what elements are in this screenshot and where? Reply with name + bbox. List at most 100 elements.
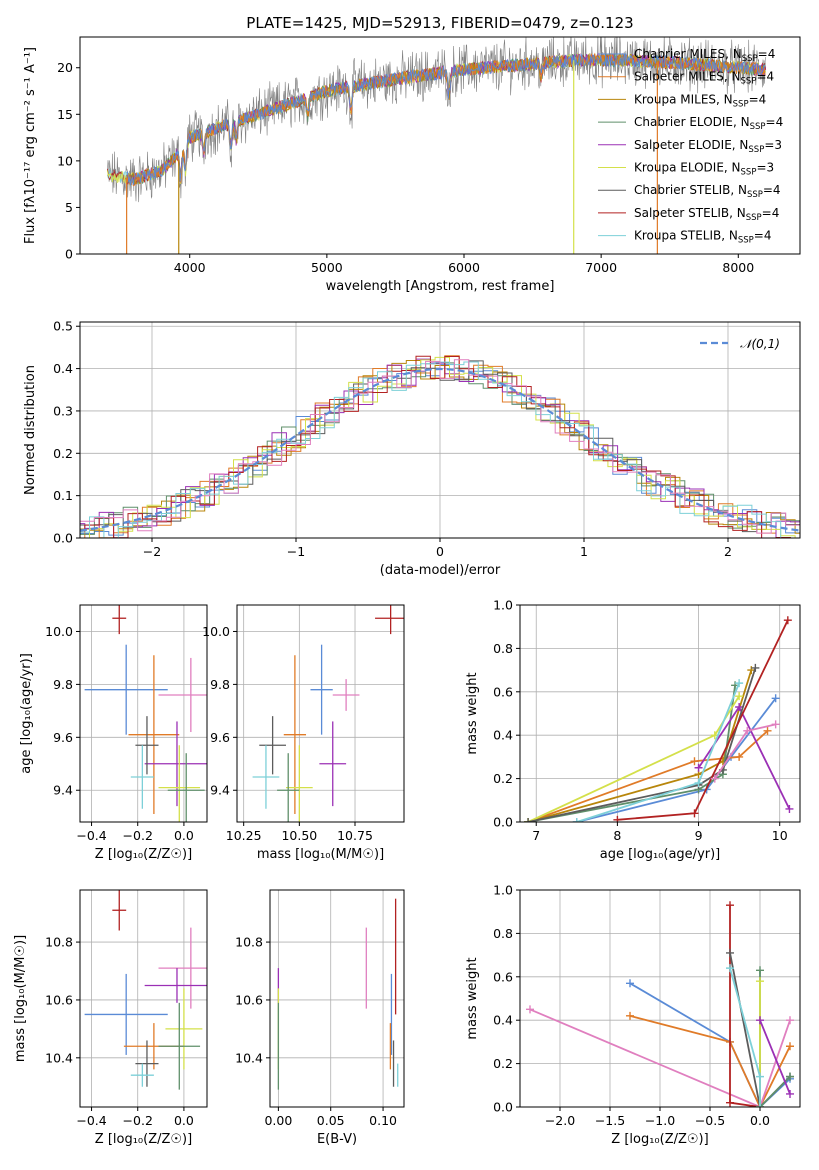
mass_vs_Z-frame xyxy=(79,889,208,1108)
weight-series xyxy=(726,901,764,1107)
y-tick-label: 10 xyxy=(57,153,73,168)
error-bar-point xyxy=(319,721,347,807)
weight-marker xyxy=(771,720,780,729)
mass_vs_Z-y-axis-label: mass [log₁₀(M/M☉)] xyxy=(13,935,28,1062)
weight-marker xyxy=(572,818,581,822)
y-tick-label: 0.0 xyxy=(493,815,513,830)
error-bar-point xyxy=(84,973,168,1055)
weight-marker xyxy=(524,818,533,822)
x-tick-label: 0.0 xyxy=(750,1113,770,1128)
weight-line xyxy=(629,1015,791,1107)
error-bar-point xyxy=(158,927,207,1009)
weight-line xyxy=(527,669,753,822)
weight-marker xyxy=(526,1005,534,1014)
x-tick-label: 0.05 xyxy=(317,1113,345,1128)
weight-marker xyxy=(626,1011,634,1020)
legend-entry: Salpeter STELIB, NSSP=4 xyxy=(634,206,779,223)
error-bar-point xyxy=(135,1040,159,1087)
spectrum-model-line xyxy=(126,53,766,186)
x-tick-label: 2 xyxy=(724,544,732,559)
x-tick-label: −0.5 xyxy=(695,1113,725,1128)
x-tick-label: −1.5 xyxy=(595,1113,625,1128)
y-tick-label: 9.4 xyxy=(210,783,230,798)
mass_vs_ebv-plot-area xyxy=(277,898,399,1090)
age_vs_mass-panel: 10.25 10.50 10.75 9.4 9.6 9.8 10.0 mass [log₁₀(… xyxy=(202,604,405,862)
x-tick-label: −2 xyxy=(143,544,161,559)
age_vs_mass-frame xyxy=(236,604,405,823)
weight-marker xyxy=(726,948,734,957)
weight-marker xyxy=(613,815,622,822)
weight_vs_age-frame xyxy=(519,604,801,823)
weight-marker xyxy=(756,1072,764,1081)
weight-marker xyxy=(735,679,744,688)
spectrum-plot-area xyxy=(107,37,767,254)
weight-marker xyxy=(771,694,780,703)
weight-marker xyxy=(756,966,764,975)
mass_vs_Z-x-axis-label: Z [log₁₀(Z/Z☉)] xyxy=(95,1132,192,1147)
weight-line xyxy=(527,667,757,822)
x-tick-label: 9 xyxy=(695,828,703,843)
residual-histogram xyxy=(80,359,800,538)
weight-marker xyxy=(756,977,764,986)
error-bar-point xyxy=(375,605,404,635)
error-bar-point xyxy=(112,605,127,635)
weight_vs_age-x-axis-label: age [log₁₀(age/yr)] xyxy=(600,847,721,862)
y-tick-label: 0.6 xyxy=(493,969,513,984)
weight-marker xyxy=(751,663,760,672)
legend-entry: Kroupa MILES, NSSP=4 xyxy=(634,92,766,109)
y-tick-label: 10.4 xyxy=(235,1050,263,1065)
age_vs_mass-plot-area xyxy=(252,605,404,822)
weight-line xyxy=(576,697,777,822)
normal-curve xyxy=(80,367,800,532)
weight-series xyxy=(710,720,780,783)
y-tick-label: 9.6 xyxy=(210,730,230,745)
y-tick-label: 10.0 xyxy=(202,624,230,639)
x-tick-label: 0.10 xyxy=(369,1113,397,1128)
x-tick-label: 8 xyxy=(613,828,621,843)
x-tick-label: 7 xyxy=(532,828,540,843)
weight_vs_Z-panel: −2.0 −1.5 −1.0 −0.5 0.0 0.0 0.2 0.4 0.6 0.8 1.0 Z [… xyxy=(465,883,801,1147)
error-bar-point xyxy=(158,745,201,822)
legend-entry: Chabrier STELIB, NSSP=4 xyxy=(634,183,781,200)
x-tick-label: −2.0 xyxy=(545,1113,575,1128)
age_vs_Z-y-axis-label: age [log₁₀(age/yr)] xyxy=(19,653,34,774)
x-tick-label: 0.0 xyxy=(174,828,194,843)
y-tick-label: 0.2 xyxy=(493,771,513,786)
x-tick-label: −0.4 xyxy=(76,1113,106,1128)
weight_vs_age-plot-area xyxy=(524,616,794,822)
weight-marker xyxy=(763,726,772,735)
x-tick-label: 0.00 xyxy=(264,1113,292,1128)
legend-entry: 𝒩(0,1) xyxy=(740,337,780,351)
legend-entry: Salpeter MILES, NSSP=4 xyxy=(634,70,774,87)
error-bar-point xyxy=(285,745,313,822)
weight-series xyxy=(756,1016,794,1098)
weight-marker xyxy=(726,1098,734,1107)
x-tick-label: −1 xyxy=(287,544,305,559)
weight-marker xyxy=(786,1016,794,1025)
weight-line xyxy=(759,1019,791,1095)
weight-marker xyxy=(735,692,744,701)
y-tick-label: 1.0 xyxy=(493,883,513,898)
error-bar-point xyxy=(135,716,159,775)
legend-entry: Kroupa STELIB, NSSP=4 xyxy=(634,229,772,246)
y-tick-label: 0 xyxy=(65,247,73,262)
y-tick-label: 0.8 xyxy=(493,641,513,656)
legend-entry: Chabrier ELODIE, NSSP=4 xyxy=(634,115,783,132)
age_vs_mass-x-axis-label: mass [log₁₀(M/M☉)] xyxy=(257,847,384,862)
legend-entry: Chabrier MILES, NSSP=4 xyxy=(634,47,775,64)
residual-legend: 𝒩(0,1) xyxy=(700,337,780,351)
y-tick-label: 9.4 xyxy=(53,783,73,798)
mass_vs_ebv-panel: 0.00 0.05 0.10 10.4 10.6 10.8 E(B-V) xyxy=(235,889,405,1147)
weight_vs_Z-y-axis-label: mass weight xyxy=(465,957,480,1039)
age_vs_Z-panel: −0.4 −0.2 0.0 9.4 9.6 9.8 10.0 Z [log₁₀(Z/Z☉)] a… xyxy=(19,604,208,862)
weight-line xyxy=(527,730,769,822)
weight_vs_age-y-axis-label: mass weight xyxy=(465,672,480,754)
weight-series xyxy=(726,964,764,1107)
weight-marker xyxy=(786,1042,794,1051)
y-tick-label: 0.2 xyxy=(493,1056,513,1071)
y-tick-label: 0.4 xyxy=(493,728,513,743)
weight-marker xyxy=(694,763,703,772)
spectrum-legend: Chabrier MILES, NSSP=4 Salpeter MILES, NS… xyxy=(598,47,783,246)
weight-marker xyxy=(726,901,734,910)
weight-line xyxy=(529,1008,791,1107)
